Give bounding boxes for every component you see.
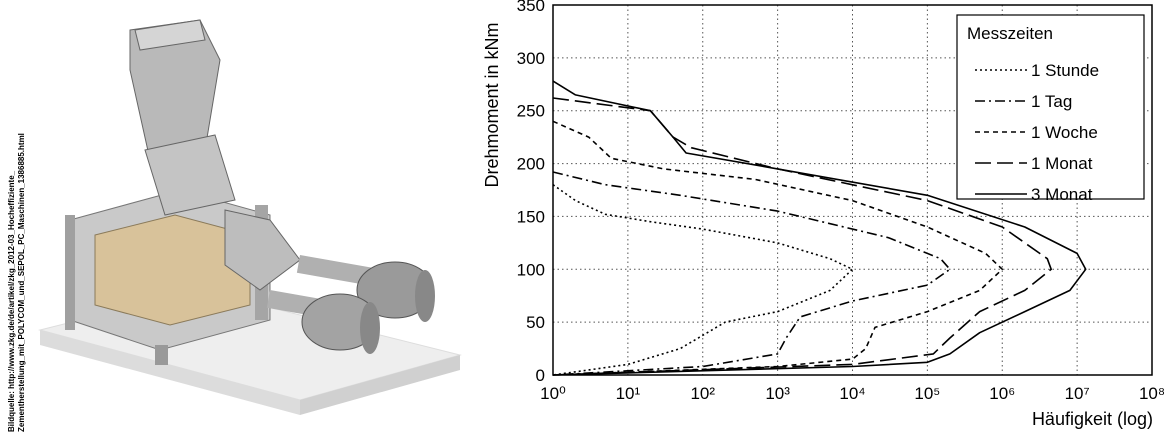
x-tick-label: 10⁰ (540, 384, 566, 403)
legend-label: 3 Monat (1031, 185, 1093, 204)
image-caption: Bildquelle: http://www.zkg.de/de/artikel… (7, 170, 16, 432)
machine-illustration (40, 20, 460, 415)
legend-title: Messzeiten (967, 24, 1053, 43)
legend-label: 1 Stunde (1031, 61, 1099, 80)
figure: Bildquelle: http://www.zkg.de/de/artikel… (0, 0, 1173, 437)
image-caption: Zementherstellung_mit_POLYCOM_und_SEPOL_… (17, 133, 26, 432)
x-tick-label: 10⁶ (989, 384, 1015, 403)
legend-label: 1 Tag (1031, 92, 1072, 111)
y-tick-label: 100 (517, 260, 545, 279)
y-tick-label: 250 (517, 102, 545, 121)
x-axis-label: Häufigkeit (log) (1032, 409, 1153, 429)
x-tick-label: 10⁵ (914, 384, 940, 403)
y-tick-label: 350 (517, 0, 545, 15)
x-tick-label: 10³ (765, 384, 790, 403)
y-tick-label: 200 (517, 155, 545, 174)
x-tick-label: 10⁴ (839, 384, 865, 403)
y-tick-label: 300 (517, 49, 545, 68)
y-axis-label: Drehmoment in kNm (482, 22, 502, 187)
y-tick-label: 150 (517, 207, 545, 226)
x-tick-label: 10⁸ (1139, 384, 1165, 403)
x-tick-label: 10² (690, 384, 715, 403)
series-line (553, 172, 950, 375)
y-tick-label: 0 (536, 366, 545, 385)
x-tick-label: 10⁷ (1065, 384, 1090, 403)
legend-label: 1 Monat (1031, 154, 1093, 173)
y-tick-label: 50 (526, 313, 545, 332)
page: {"image_caption": ["Bildquelle: http://w… (0, 0, 1173, 437)
x-tick-label: 10¹ (616, 384, 641, 403)
legend-label: 1 Woche (1031, 123, 1098, 142)
